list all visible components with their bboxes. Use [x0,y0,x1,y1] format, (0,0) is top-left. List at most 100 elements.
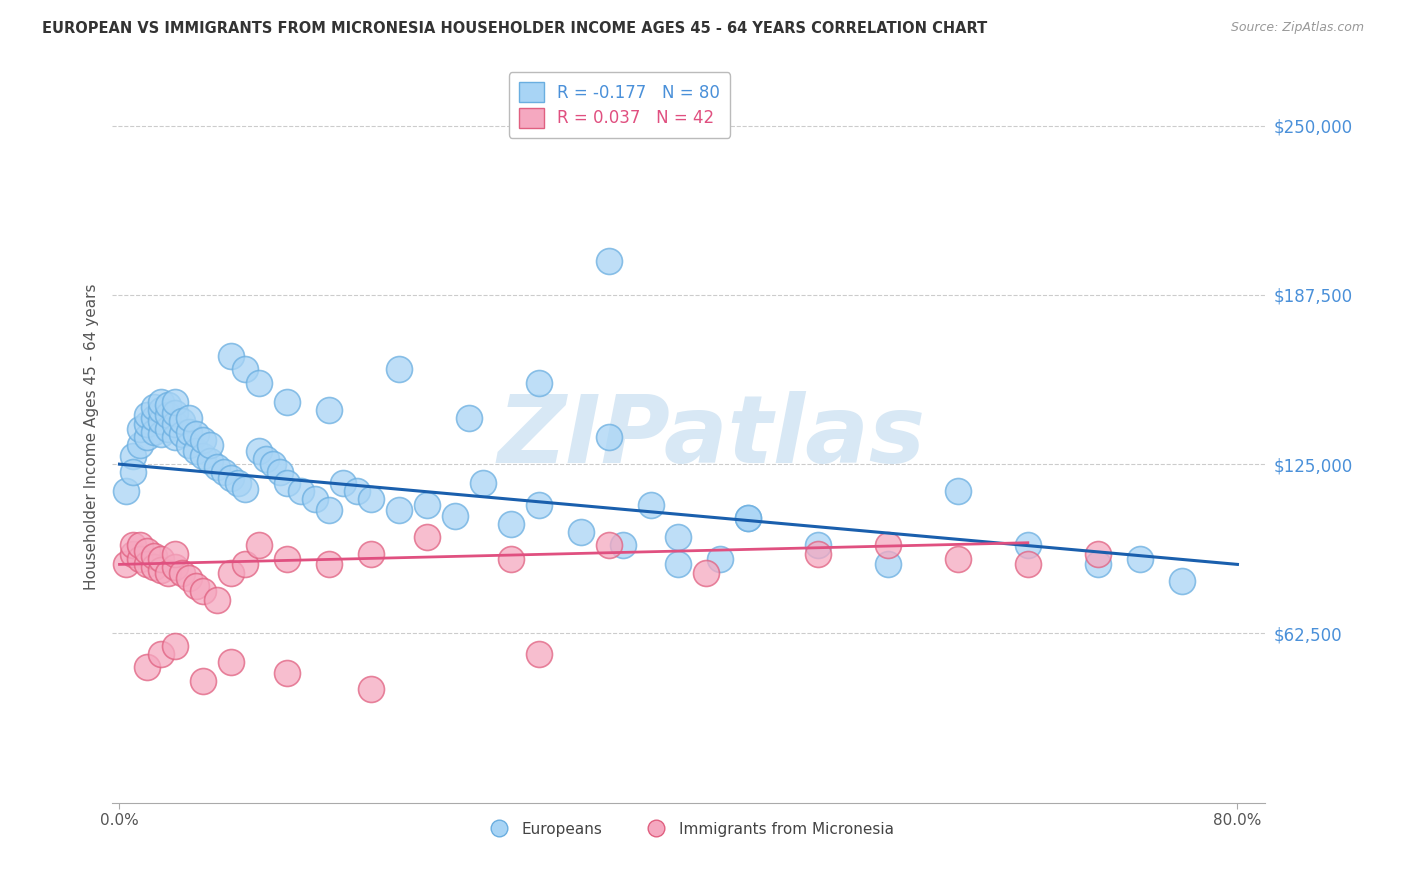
Point [737,511,759,525]
Point [219,655,242,669]
Point [150,427,173,442]
Point [165,406,187,420]
Point [695,566,717,580]
Point [527,647,550,661]
Y-axis label: Householder Income Ages 45 - 64 years: Householder Income Ages 45 - 64 years [83,284,98,591]
Point [332,476,354,491]
Point [1170,574,1192,588]
Point [172,414,194,428]
Point [157,409,180,423]
Point [129,438,152,452]
Point [122,465,145,479]
Point [233,558,256,572]
Point [709,552,731,566]
Point [150,563,173,577]
Point [150,647,173,661]
Point [172,566,194,580]
Point [136,558,159,572]
Text: ZIPatlas: ZIPatlas [498,391,927,483]
Point [136,417,159,431]
Point [598,538,620,552]
Point [247,443,270,458]
Point [360,492,382,507]
Point [304,492,326,507]
Point [612,538,634,552]
Point [115,558,138,572]
Point [115,484,138,499]
Point [360,681,382,696]
Point [179,438,201,452]
Point [207,592,229,607]
Point [527,498,550,512]
Point [172,427,194,442]
Point [122,547,145,561]
Point [247,376,270,390]
Point [276,665,298,680]
Point [318,503,340,517]
Point [136,409,159,423]
Point [136,430,159,444]
Point [877,538,900,552]
Point [129,538,152,552]
Point [598,254,620,268]
Point [150,395,173,409]
Point [200,438,222,452]
Point [416,498,439,512]
Point [1017,538,1039,552]
Point [179,425,201,439]
Point [946,552,969,566]
Point [388,503,411,517]
Point [129,552,152,566]
Point [214,465,236,479]
Point [143,425,166,439]
Point [122,538,145,552]
Point [946,484,969,499]
Point [165,639,187,653]
Point [1087,547,1109,561]
Point [143,401,166,415]
Point [179,571,201,585]
Point [193,584,215,599]
Point [219,471,242,485]
Point [129,422,152,436]
Point [193,673,215,688]
Point [165,430,187,444]
Point [254,451,277,466]
Point [165,547,187,561]
Point [318,403,340,417]
Point [200,454,222,468]
Point [1017,558,1039,572]
Point [143,549,166,564]
Point [262,457,284,471]
Point [165,417,187,431]
Point [360,547,382,561]
Point [150,403,173,417]
Point [807,547,830,561]
Point [136,544,159,558]
Point [219,349,242,363]
Point [233,482,256,496]
Point [877,558,900,572]
Point [247,538,270,552]
Point [276,395,298,409]
Point [569,524,592,539]
Point [186,579,208,593]
Point [457,411,479,425]
Point [157,422,180,436]
Point [186,443,208,458]
Point [150,552,173,566]
Point [471,476,494,491]
Point [233,362,256,376]
Point [807,538,830,552]
Point [157,566,180,580]
Text: Source: ZipAtlas.com: Source: ZipAtlas.com [1230,21,1364,34]
Point [193,433,215,447]
Point [143,411,166,425]
Text: EUROPEAN VS IMMIGRANTS FROM MICRONESIA HOUSEHOLDER INCOME AGES 45 - 64 YEARS COR: EUROPEAN VS IMMIGRANTS FROM MICRONESIA H… [42,21,987,36]
Point [276,552,298,566]
Point [165,395,187,409]
Point [186,427,208,442]
Point [388,362,411,376]
Point [179,411,201,425]
Point [290,484,312,499]
